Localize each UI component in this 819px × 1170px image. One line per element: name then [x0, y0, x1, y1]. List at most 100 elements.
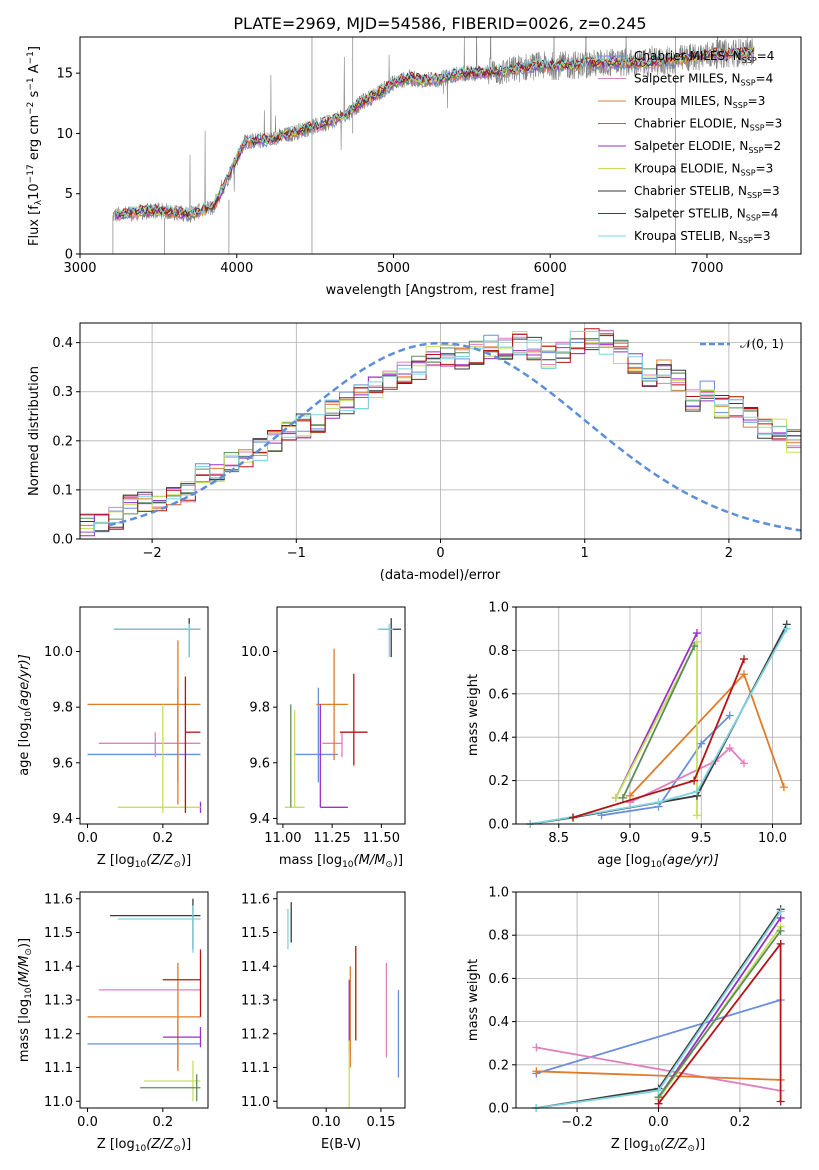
y-tick-label: 0.2: [488, 774, 509, 789]
y-tick-label: 11.1: [241, 1061, 270, 1076]
legend-entry: Chabrier ELODIE, NSSP=3: [634, 117, 782, 133]
y-tick-label: 10: [56, 127, 73, 142]
residual-hist-salpeter_stelib: [80, 328, 801, 530]
age-vs-mass-ticks: 11.00 11.25 11.50 9.4 9.6 9.8 10.0: [241, 645, 400, 846]
y-tick-label: 11.2: [241, 1027, 270, 1042]
residual-plot-area: [80, 323, 802, 540]
weight-vs-Z-ylabel: mass weight: [466, 959, 481, 1041]
legend-entry: Salpeter STELIB, NSSP=4: [634, 207, 778, 223]
weight-marker-salpeter_stelib: [740, 655, 748, 664]
weight-marker-kroupa_miles: [740, 670, 748, 679]
x-tick-label: −0.2: [561, 1115, 593, 1130]
mass-vs-Z-ticks: 0.0 0.2 11.0 11.1 11.2 11.3 11.4 11.5 11.6: [44, 892, 173, 1130]
y-tick-label: 11.0: [241, 1095, 270, 1110]
model-fit-salpeter_stelib: [115, 46, 755, 218]
age-vs-Z-axes-frame: [79, 606, 209, 825]
y-tick-label: 0: [65, 248, 73, 263]
weight-vs-Z-xlabel: Z [log10(Z/Z⊙)]: [611, 1137, 705, 1154]
weight-marker-kroupa_stelib: [654, 798, 663, 807]
figure-title: PLATE=2969, MJD=54586, FIBERID=0026, z=0…: [233, 14, 646, 33]
spectrum-legend: Chabrier MILES, NSSP=4 Salpeter MILES, NS…: [598, 49, 782, 245]
weight-marker-kroupa_stelib: [654, 1086, 663, 1095]
y-tick-label: 11.2: [44, 1027, 73, 1042]
x-tick-label: 0.2: [730, 1115, 751, 1130]
legend-entry: Kroupa STELIB, NSSP=3: [634, 229, 771, 245]
age-vs-Z-ylabel: age [log10(age/yr)]: [17, 654, 34, 776]
weight-vs-age-panel: 8.5 9.0 9.5 10.0 0.0 0.2 0.4 0.6 0.8 1.0 age [log…: [466, 601, 802, 870]
y-tick-label: 0.6: [488, 687, 509, 702]
weight-marker-salpeter_stelib: [776, 1097, 785, 1106]
legend-entry: Chabrier MILES, NSSP=4: [634, 49, 774, 65]
y-tick-label: 0.4: [52, 336, 73, 351]
spectrum-ylabel: Flux [fλ10−17 erg cm−2 s−1 A−1]: [26, 46, 44, 246]
x-tick-label: 11.50: [363, 831, 400, 846]
y-tick-label: 11.4: [44, 960, 73, 975]
x-tick-label: −1: [287, 546, 306, 561]
weight-marker-kroupa_miles: [532, 1067, 541, 1076]
y-tick-label: 1.0: [488, 886, 509, 901]
y-tick-label: 11.1: [44, 1061, 73, 1076]
x-tick-label: 0.0: [77, 1115, 98, 1130]
age-vs-Z-panel: 0.0 0.2 9.4 9.6 9.8 10.0 Z [log10(Z/Z⊙)] age …: [17, 606, 209, 870]
y-tick-label: 9.6: [249, 756, 270, 771]
legend-entry: Salpeter ELODIE, NSSP=2: [634, 139, 781, 155]
x-tick-label: 0.0: [648, 1115, 669, 1130]
weight-line-kroupa_miles: [536, 1070, 781, 1081]
age-vs-mass-axes-frame: [276, 606, 406, 825]
y-tick-label: 0.1: [52, 483, 73, 498]
residual-hist-chabrier_stelib: [80, 335, 801, 532]
residual-ylabel: Normed distribution: [27, 366, 42, 496]
weight-marker-chabrier_elodie: [618, 793, 627, 802]
weight-marker-kroupa_stelib: [692, 787, 701, 796]
y-tick-label: 11.6: [44, 892, 73, 907]
mass-vs-Z-xlabel: Z [log10(Z/Z⊙)]: [97, 1137, 191, 1154]
y-tick-label: 10.0: [44, 645, 73, 660]
spectrum-xlabel: wavelength [Angstrom, rest frame]: [326, 283, 555, 298]
y-tick-label: 0.2: [488, 1058, 509, 1073]
y-tick-label: 11.3: [241, 994, 270, 1009]
x-tick-label: 10.0: [758, 831, 787, 846]
weight-marker-kroupa_stelib: [776, 907, 785, 916]
y-tick-label: 5: [65, 187, 73, 202]
x-tick-label: 9.5: [691, 831, 712, 846]
age-vs-Z-ticks: 0.0 0.2 9.4 9.6 9.8 10.0: [44, 645, 173, 846]
weight-marker-kroupa_elodie: [692, 811, 701, 820]
age-vs-Z-plot-area: [87, 618, 202, 813]
y-tick-label: 0.4: [488, 731, 509, 746]
y-tick-label: 0.0: [52, 533, 73, 548]
y-tick-label: 9.8: [249, 701, 270, 716]
y-tick-label: 0.8: [488, 644, 509, 659]
x-tick-label: 11.25: [314, 831, 351, 846]
x-tick-label: 7000: [690, 261, 723, 276]
weight-line-chabrier_stelib: [530, 623, 788, 825]
residual-ticks: −2 −1 0 1 2 0.0 0.1 0.2 0.3 0.4: [52, 336, 733, 561]
x-tick-label: 0.0: [77, 831, 98, 846]
weight-line-salpeter_miles: [536, 1046, 781, 1092]
x-tick-label: 0.10: [312, 1115, 341, 1130]
gaussian-legend-label: 𝒩(0, 1): [740, 337, 784, 351]
x-tick-label: 9.0: [620, 831, 641, 846]
gaussian-curve: [108, 341, 802, 532]
y-tick-label: 11.3: [44, 994, 73, 1009]
weight-marker-salpeter_elodie: [692, 629, 701, 638]
weight-vs-age-axes-frame: [515, 606, 802, 825]
residual-hist-chabrier_miles: [80, 330, 801, 533]
y-tick-label: 9.8: [52, 701, 73, 716]
mass-vs-Z-axes-frame: [79, 891, 209, 1109]
weight-vs-age-ylabel: mass weight: [466, 674, 481, 756]
residual-panel: −2 −1 0 1 2 0.0 0.1 0.2 0.3 0.4 (data-model)/erro…: [27, 322, 802, 583]
weight-marker-salpeter_miles: [532, 1043, 541, 1052]
x-tick-label: 1: [581, 546, 589, 561]
weight-marker-kroupa_miles: [626, 791, 634, 800]
x-tick-label: −2: [143, 546, 162, 561]
weight-marker-salpeter_stelib: [654, 1099, 663, 1108]
y-tick-label: 9.4: [52, 812, 73, 827]
x-tick-label: 3000: [63, 261, 96, 276]
age-vs-mass-xlabel: mass [log10(M/M⊙)]: [279, 853, 403, 870]
x-tick-label: 0.2: [152, 1115, 173, 1130]
residual-hist-salpeter_miles: [80, 329, 801, 533]
legend-entry: Kroupa MILES, NSSP=3: [634, 94, 765, 110]
x-tick-label: 11.00: [264, 831, 301, 846]
mass-vs-Z-panel: 0.0 0.2 11.0 11.1 11.2 11.3 11.4 11.5 11.6 Z [lo…: [17, 891, 209, 1154]
x-tick-label: 6000: [534, 261, 567, 276]
